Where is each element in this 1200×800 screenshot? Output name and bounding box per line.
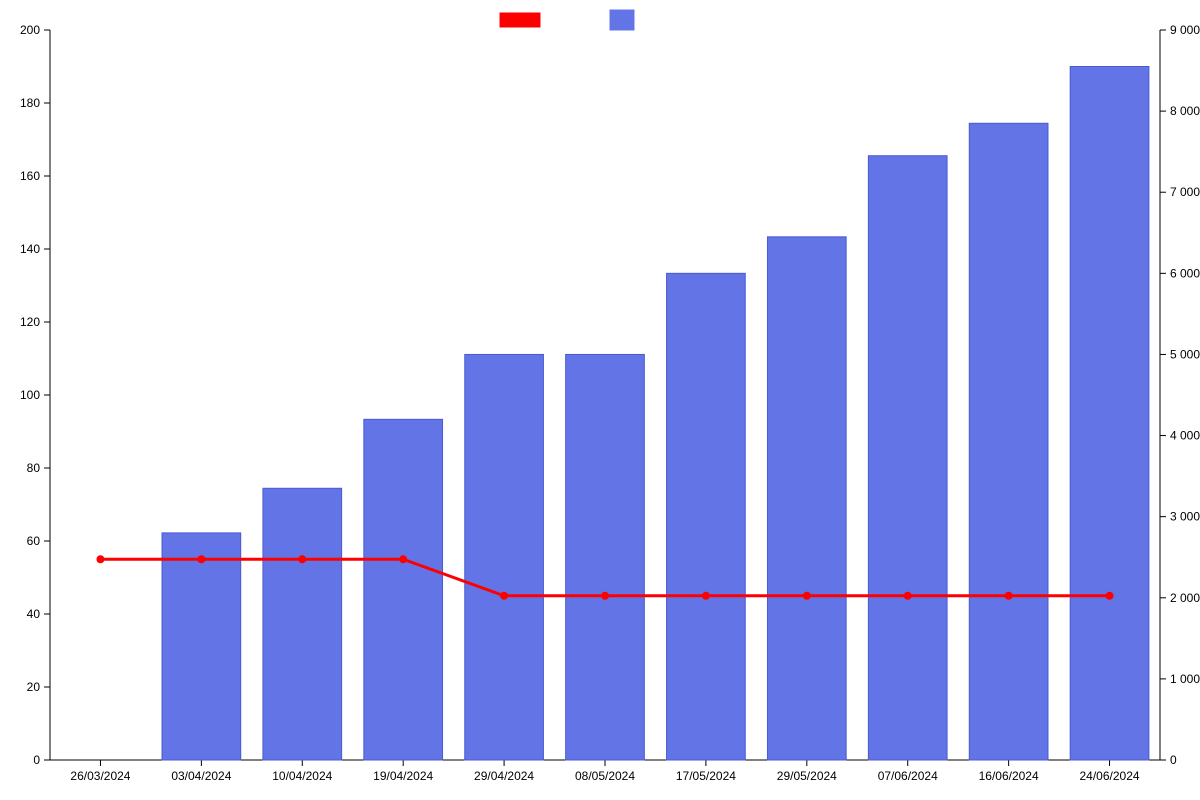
x-label: 17/05/2024: [676, 769, 736, 783]
combo-chart: 0 20 40 60 80 100 120 140 160 180 200 0 1 000 2 000 3 …: [0, 0, 1200, 800]
bar: [1070, 67, 1149, 761]
legend-swatch-1: [610, 10, 634, 30]
x-label: 07/06/2024: [878, 769, 938, 783]
y-left-label: 20: [27, 680, 41, 694]
x-label: 24/06/2024: [1080, 769, 1140, 783]
x-label: 03/04/2024: [171, 769, 231, 783]
x-label: 29/04/2024: [474, 769, 534, 783]
line-marker: [299, 556, 306, 563]
bar: [868, 156, 947, 760]
y-right-label: 6 000: [1170, 266, 1200, 280]
y-left-label: 100: [20, 388, 40, 402]
bar: [364, 419, 443, 760]
line-marker: [501, 592, 508, 599]
y-right-label: 8 000: [1170, 104, 1200, 118]
y-right-label: 7 000: [1170, 185, 1200, 199]
y-left-label: 40: [27, 607, 41, 621]
line-marker: [198, 556, 205, 563]
bar: [767, 237, 846, 760]
bar: [969, 123, 1048, 760]
bar: [162, 533, 241, 760]
x-label: 08/05/2024: [575, 769, 635, 783]
bar: [566, 354, 645, 760]
line-marker: [904, 592, 911, 599]
line-marker: [1005, 592, 1012, 599]
bar: [465, 354, 544, 760]
y-right-label: 5 000: [1170, 347, 1200, 361]
y-left-label: 0: [33, 753, 40, 767]
line-marker: [400, 556, 407, 563]
x-label: 19/04/2024: [373, 769, 433, 783]
x-label: 16/06/2024: [979, 769, 1039, 783]
chart-svg: 0 20 40 60 80 100 120 140 160 180 200 0 1 000 2 000 3 …: [0, 0, 1200, 800]
legend-swatch-0: [500, 13, 540, 27]
line-marker: [602, 592, 609, 599]
line-marker: [702, 592, 709, 599]
x-label: 26/03/2024: [70, 769, 130, 783]
y-right-label: 1 000: [1170, 672, 1200, 686]
y-left-label: 80: [27, 461, 41, 475]
y-left-label: 120: [20, 315, 40, 329]
line-marker: [97, 556, 104, 563]
line-marker: [1106, 592, 1113, 599]
y-right-label: 2 000: [1170, 591, 1200, 605]
y-right-label: 0: [1170, 753, 1177, 767]
y-left-label: 60: [27, 534, 41, 548]
y-left-label: 140: [20, 242, 40, 256]
y-left-label: 180: [20, 96, 40, 110]
y-right-label: 3 000: [1170, 510, 1200, 524]
x-label: 10/04/2024: [272, 769, 332, 783]
y-right-label: 4 000: [1170, 429, 1200, 443]
y-right-label: 9 000: [1170, 23, 1200, 37]
y-left-label: 200: [20, 23, 40, 37]
line-marker: [803, 592, 810, 599]
x-label: 29/05/2024: [777, 769, 837, 783]
y-left-label: 160: [20, 169, 40, 183]
bar: [667, 273, 746, 760]
bar: [263, 488, 342, 760]
